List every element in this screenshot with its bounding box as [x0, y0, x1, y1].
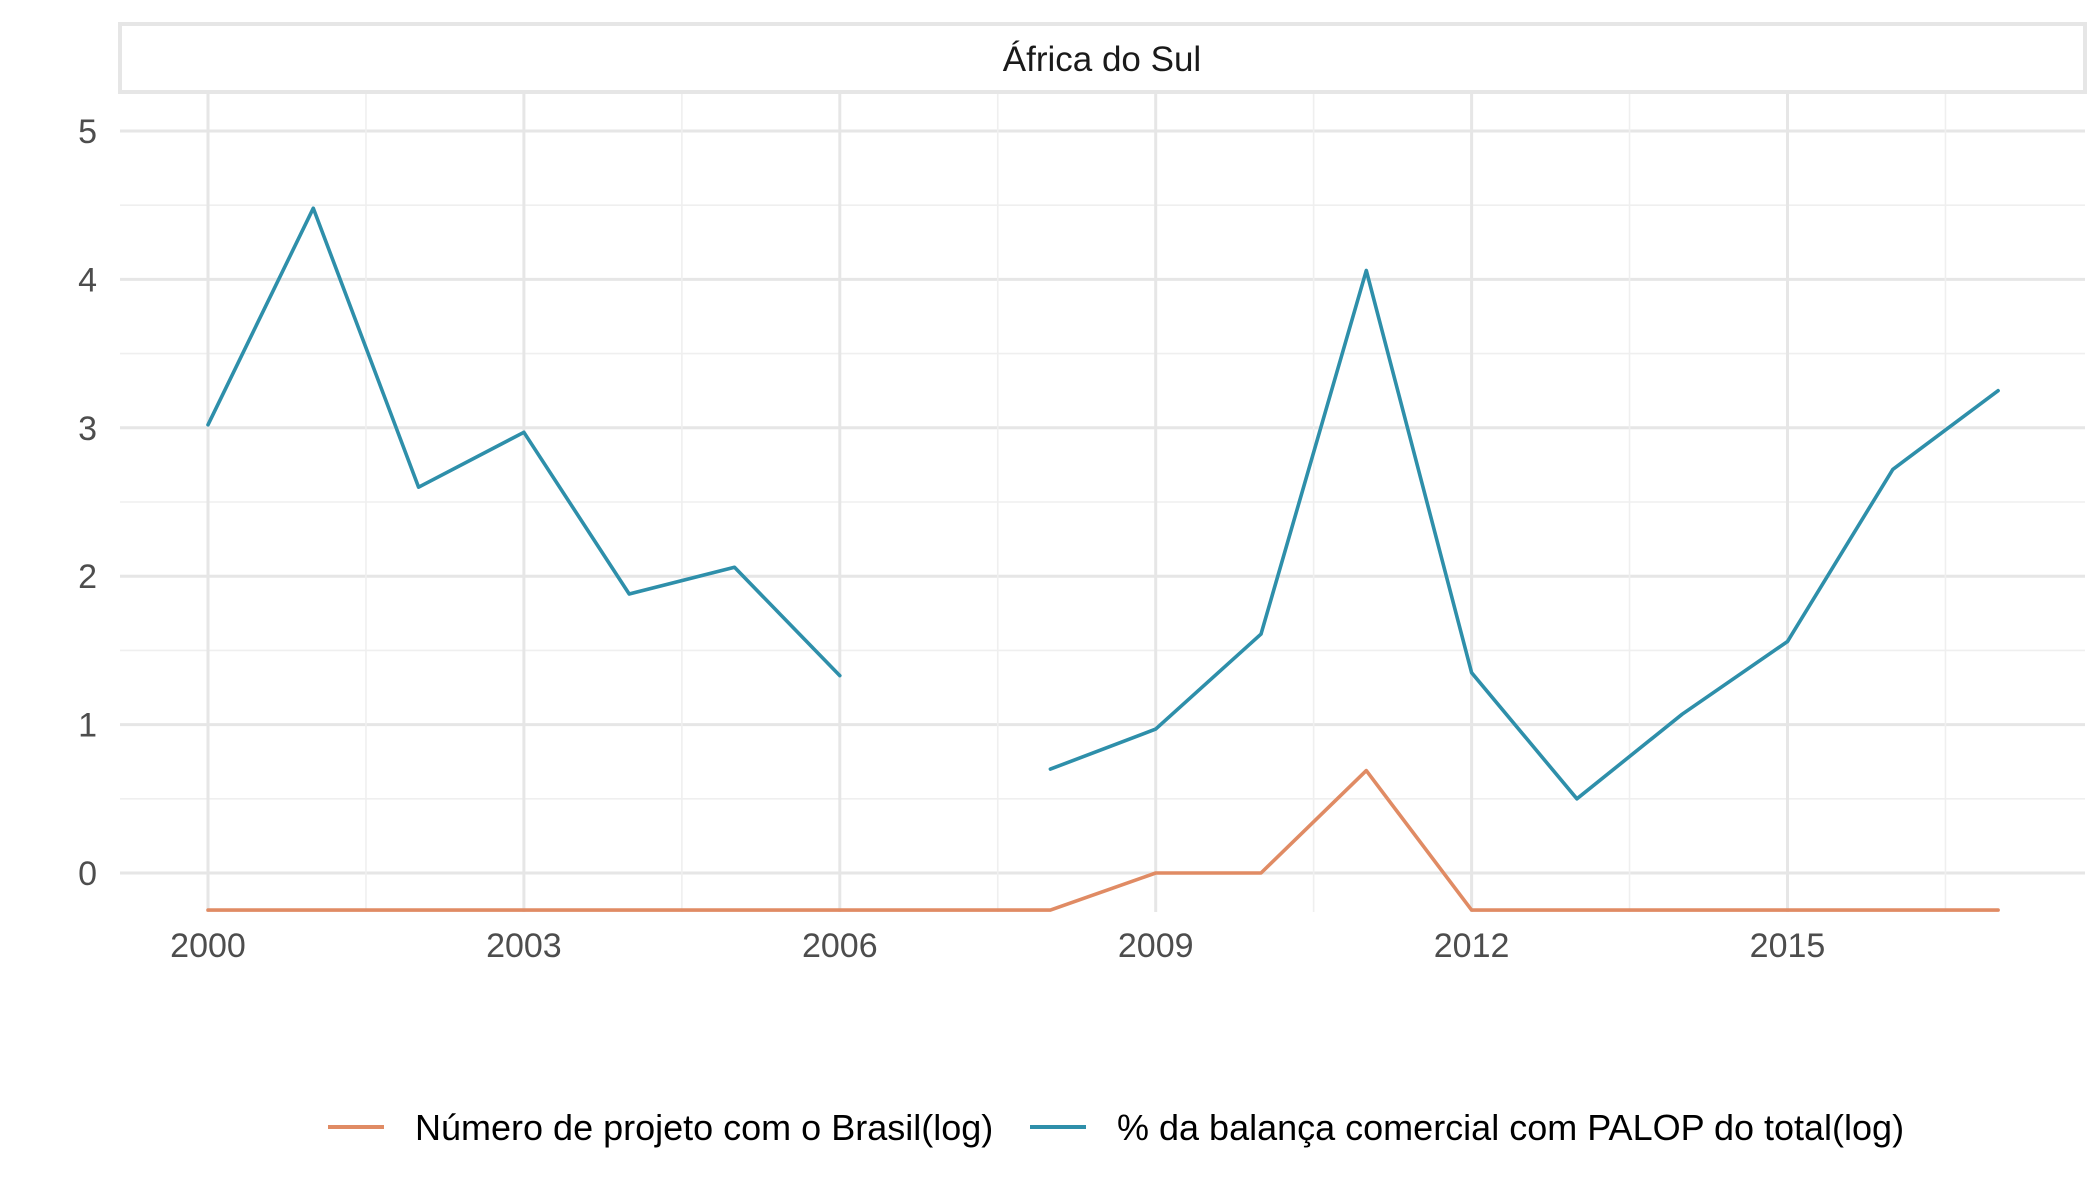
x-tick-label: 2012	[1434, 927, 1510, 965]
series-line-2	[206, 206, 842, 678]
y-tick-label: 2	[78, 558, 97, 596]
x-tick-label: 2003	[486, 927, 562, 965]
facet-strip: África do Sul	[118, 22, 2087, 94]
x-tick-label: 2006	[802, 927, 878, 965]
legend-label-1: Número de projeto com o Brasil(log)	[415, 1107, 993, 1148]
y-tick-label: 4	[78, 261, 97, 299]
y-tick-label: 0	[78, 855, 97, 893]
x-axis-tick-labels: 2000 2003 2006 2009 2012 2015	[170, 927, 1825, 965]
series-line-2	[1048, 268, 2000, 801]
series-lines	[206, 206, 2000, 912]
y-tick-label: 3	[78, 410, 97, 448]
legend-label-2: % da balança comercial com PALOP do tota…	[1117, 1107, 1904, 1148]
grid	[120, 92, 2085, 912]
facet-title: África do Sul	[1003, 40, 1201, 79]
y-axis-tick-labels: 0 1 2 3 4 5	[78, 113, 97, 893]
x-tick-label: 2009	[1118, 927, 1194, 965]
series-line-1	[206, 768, 2000, 912]
x-tick-label: 2015	[1750, 927, 1826, 965]
y-tick-label: 5	[78, 113, 97, 151]
y-tick-label: 1	[78, 707, 97, 745]
facet-strip-box	[118, 22, 2087, 94]
legend: Número de projeto com o Brasil(log) % da …	[328, 1107, 1904, 1148]
x-tick-label: 2000	[170, 927, 246, 965]
